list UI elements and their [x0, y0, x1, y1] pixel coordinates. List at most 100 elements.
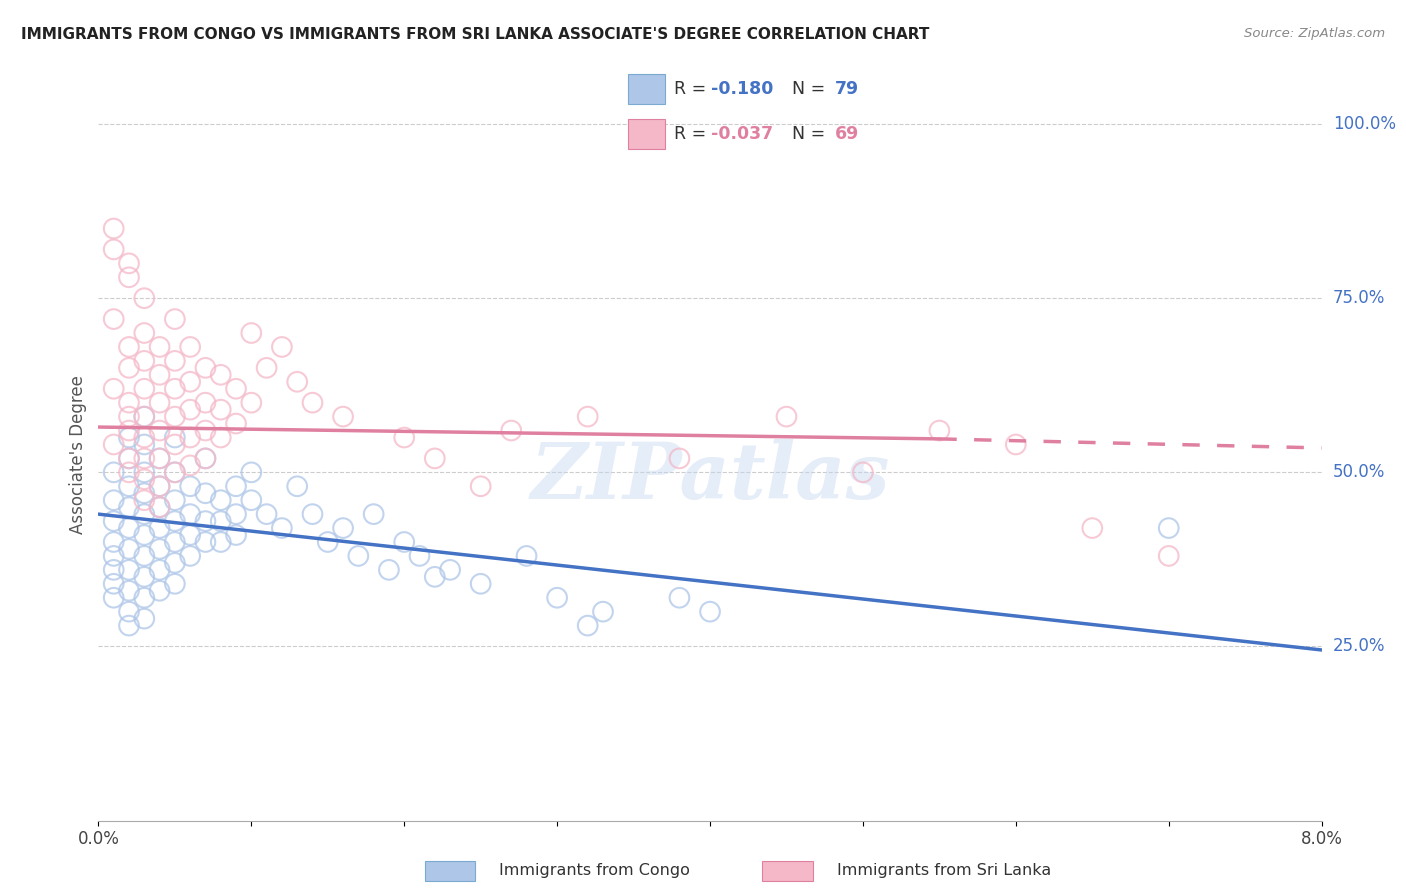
Point: [134, 437, 156, 451]
Point: [134, 326, 156, 340]
Point: [1157, 549, 1180, 563]
Text: Immigrants from Sri Lanka: Immigrants from Sri Lanka: [837, 863, 1050, 878]
Point: [163, 312, 186, 326]
Text: 75.0%: 75.0%: [1333, 289, 1385, 307]
Point: [134, 612, 156, 626]
Bar: [425, 861, 475, 880]
Point: [134, 291, 156, 305]
Point: [118, 256, 141, 270]
Point: [179, 375, 201, 389]
Point: [194, 535, 217, 549]
Point: [103, 221, 125, 235]
Point: [163, 535, 186, 549]
Point: [363, 507, 385, 521]
Point: [118, 424, 141, 438]
Point: [194, 451, 217, 466]
Point: [149, 541, 172, 556]
Text: IMMIGRANTS FROM CONGO VS IMMIGRANTS FROM SRI LANKA ASSOCIATE'S DEGREE CORRELATIO: IMMIGRANTS FROM CONGO VS IMMIGRANTS FROM…: [21, 27, 929, 42]
Point: [301, 507, 323, 521]
Point: [285, 375, 308, 389]
Point: [546, 591, 568, 605]
Point: [134, 570, 156, 584]
Point: [149, 451, 172, 466]
Point: [179, 528, 201, 542]
Point: [225, 479, 247, 493]
Text: 25.0%: 25.0%: [1333, 638, 1385, 656]
Point: [928, 424, 950, 438]
Y-axis label: Associate's Degree: Associate's Degree: [69, 376, 87, 534]
Text: R =: R =: [675, 80, 711, 98]
Point: [668, 591, 690, 605]
Point: [149, 368, 172, 382]
Text: 50.0%: 50.0%: [1333, 463, 1385, 482]
Point: [103, 563, 125, 577]
Point: [163, 556, 186, 570]
Point: [103, 591, 125, 605]
Point: [103, 382, 125, 396]
Bar: [762, 861, 813, 880]
Point: [256, 360, 278, 375]
Point: [163, 576, 186, 591]
Point: [134, 528, 156, 542]
Point: [118, 451, 141, 466]
Point: [149, 500, 172, 515]
Point: [179, 402, 201, 417]
Point: [699, 605, 721, 619]
Bar: [628, 74, 665, 103]
Point: [1081, 521, 1104, 535]
Point: [240, 395, 263, 409]
Text: Source: ZipAtlas.com: Source: ZipAtlas.com: [1244, 27, 1385, 40]
Point: [149, 500, 172, 515]
Point: [103, 243, 125, 257]
Point: [270, 521, 294, 535]
Text: N =: N =: [792, 125, 831, 143]
Point: [194, 424, 217, 438]
Point: [134, 486, 156, 500]
Point: [163, 382, 186, 396]
Point: [103, 466, 125, 480]
Point: [179, 549, 201, 563]
Point: [194, 395, 217, 409]
Point: [163, 493, 186, 508]
Text: N =: N =: [792, 80, 831, 98]
Point: [149, 521, 172, 535]
Point: [852, 466, 875, 480]
Point: [209, 430, 232, 444]
Point: [332, 521, 354, 535]
Point: [194, 360, 217, 375]
Point: [209, 402, 232, 417]
Point: [392, 535, 416, 549]
Text: 69: 69: [835, 125, 859, 143]
Point: [149, 563, 172, 577]
Point: [592, 605, 614, 619]
Point: [118, 583, 141, 598]
Point: [194, 514, 217, 528]
Point: [118, 451, 141, 466]
Text: ZIPatlas: ZIPatlas: [530, 439, 890, 515]
Point: [134, 409, 156, 424]
Point: [163, 437, 186, 451]
Point: [118, 395, 141, 409]
Point: [118, 605, 141, 619]
Point: [118, 479, 141, 493]
Point: [163, 430, 186, 444]
Point: [149, 583, 172, 598]
Point: [470, 576, 492, 591]
Point: [301, 395, 323, 409]
Text: -0.037: -0.037: [711, 125, 773, 143]
Point: [225, 382, 247, 396]
Point: [163, 466, 186, 480]
Point: [240, 326, 263, 340]
Point: [179, 458, 201, 473]
Point: [209, 368, 232, 382]
Point: [423, 570, 446, 584]
Point: [194, 451, 217, 466]
Point: [194, 486, 217, 500]
Point: [225, 507, 247, 521]
Point: [149, 479, 172, 493]
Point: [118, 270, 141, 285]
Point: [240, 466, 263, 480]
Point: [103, 437, 125, 451]
Point: [163, 466, 186, 480]
Point: [501, 424, 523, 438]
